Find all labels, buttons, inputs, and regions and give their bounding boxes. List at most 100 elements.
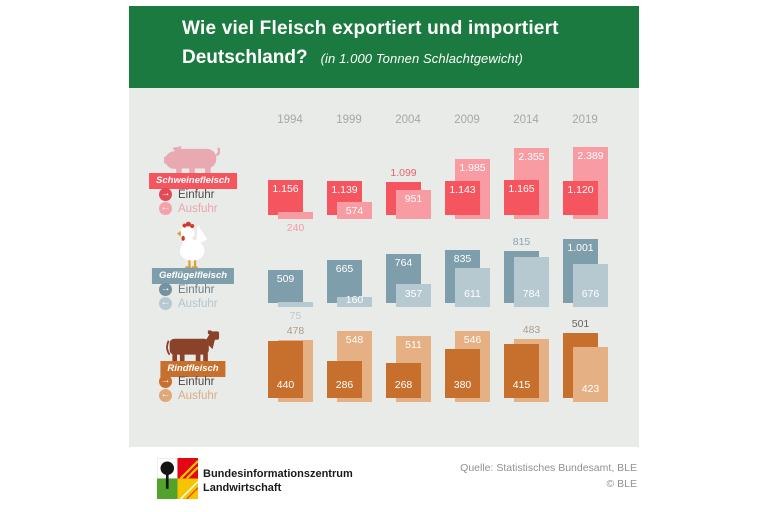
legend-einfuhr-gefluegelfleisch: → Einfuhr (159, 283, 214, 296)
org-line-2: Landwirtschaft (203, 481, 282, 494)
bzl-logo-icon (157, 458, 199, 500)
bar-einfuhr-schweinefleisch-2019 (563, 181, 598, 215)
bar-value: 160 (345, 294, 364, 306)
bar-value: 951 (404, 193, 423, 205)
bar-ausfuhr-gefluegelfleisch-2004 (396, 284, 431, 307)
legend-einfuhr-label: Einfuhr (178, 375, 215, 388)
bar-ausfuhr-gefluegelfleisch-1999 (337, 297, 372, 307)
arrow-right-icon: → (159, 188, 172, 201)
bar-ausfuhr-gefluegelfleisch-2019 (573, 264, 608, 307)
bar-einfuhr-rindfleisch-1994 (268, 341, 303, 398)
legend-ausfuhr-rindfleisch: ← Ausfuhr (159, 389, 218, 402)
bar-value: 764 (394, 257, 413, 269)
bar-value: 415 (512, 379, 531, 391)
bar-value: 1.165 (508, 183, 535, 195)
legend-ausfuhr-gefluegelfleisch: ← Ausfuhr (159, 297, 218, 310)
copyright-text: © BLE (606, 477, 637, 490)
bar-value: 665 (335, 263, 354, 275)
arrow-right-icon: → (159, 283, 172, 296)
bar-value: 784 (522, 288, 541, 300)
bar-ausfuhr-schweinefleisch-1994 (278, 212, 313, 219)
arrow-left-icon: ← (159, 297, 172, 310)
cow-icon (164, 330, 220, 375)
schweinefleisch-badge: Schweinefleisch (149, 173, 237, 189)
legend-ausfuhr-label: Ausfuhr (178, 297, 218, 310)
source-text: Quelle: Statistisches Bundesamt, BLE (460, 462, 637, 474)
bar-einfuhr-gefluegelfleisch-1994 (268, 270, 303, 303)
legend-einfuhr-label: Einfuhr (178, 188, 215, 201)
rindfleisch-badge: Rindfleisch (160, 361, 226, 377)
bar-einfuhr-schweinefleisch-1994 (268, 180, 303, 215)
bar-value: 1.156 (272, 183, 299, 195)
bar-value: 1.099 (390, 167, 417, 179)
bar-value: 835 (453, 253, 472, 265)
bar-value: 509 (276, 273, 295, 285)
bar-value: 75 (289, 310, 302, 322)
gefluegelfleisch-badge: Geflügelfleisch (151, 268, 235, 284)
legend-einfuhr-rindfleisch: → Einfuhr (159, 375, 214, 388)
arrow-left-icon: ← (159, 202, 172, 215)
bar-value: 1.143 (449, 184, 476, 196)
bar-value: 268 (394, 379, 413, 391)
year-label: 1999 (336, 114, 362, 126)
chart-area: 1994 1999 2004 2009 2014 2019 Schweinefleisch… (129, 88, 639, 447)
bar-value: 1.985 (459, 162, 486, 174)
year-label: 1994 (277, 114, 303, 126)
legend-ausfuhr-label: Ausfuhr (178, 202, 218, 215)
bar-value: 440 (276, 379, 295, 391)
bar-value: 611 (464, 288, 481, 300)
title-line-2-text: Deutschland? (182, 47, 308, 68)
bar-value: 423 (581, 383, 600, 395)
arrow-right-icon: → (159, 375, 172, 388)
bar-einfuhr-rindfleisch-1999 (327, 361, 362, 398)
bar-value: 483 (522, 324, 541, 336)
title-line-1: Wie viel Fleisch exportiert und importie… (182, 18, 559, 39)
bar-einfuhr-schweinefleisch-2014 (504, 180, 539, 215)
year-label: 2004 (395, 114, 421, 126)
legend-ausfuhr-schweinefleisch: ← Ausfuhr (159, 202, 218, 215)
bar-value: 240 (286, 222, 305, 234)
subtitle: (in 1.000 Tonnen Schlachtgewicht) (320, 51, 523, 66)
bar-ausfuhr-rindfleisch-2019 (573, 347, 608, 402)
header-banner: Wie viel Fleisch exportiert und importie… (129, 6, 639, 88)
bar-value: 511 (405, 339, 422, 351)
bar-ausfuhr-gefluegelfleisch-2009 (455, 268, 490, 307)
org-line-1: Bundesinformationszentrum (203, 468, 353, 480)
arrow-left-icon: ← (159, 389, 172, 402)
bar-value: 1.001 (567, 242, 594, 254)
bar-ausfuhr-gefluegelfleisch-1994 (278, 302, 313, 307)
bar-value: 676 (581, 288, 600, 300)
page-footer: Bundesinformationszentrum Landwirtschaft… (129, 447, 639, 512)
legend-einfuhr-label: Einfuhr (178, 283, 215, 296)
infographic: Wie viel Fleisch exportiert und importie… (129, 6, 639, 512)
year-label: 2014 (513, 114, 539, 126)
bar-value: 2.389 (577, 150, 604, 162)
bar-value: 546 (463, 334, 482, 346)
bar-value: 2.355 (518, 151, 545, 163)
bar-ausfuhr-schweinefleisch-2004 (396, 190, 431, 219)
bar-einfuhr-rindfleisch-2014 (504, 344, 539, 398)
bar-ausfuhr-schweinefleisch-1999 (337, 202, 372, 219)
chicken-icon (177, 220, 213, 275)
source-note: Quelle: Statistisches Bundesamt, BLE © B… (460, 461, 637, 493)
organization-name: Bundesinformationszentrum Landwirtschaft (203, 468, 353, 496)
bar-einfuhr-gefluegelfleisch-1999 (327, 260, 362, 303)
bar-value: 501 (571, 318, 590, 330)
bar-value: 286 (335, 379, 354, 391)
bar-einfuhr-rindfleisch-2009 (445, 349, 480, 398)
bar-value: 478 (286, 325, 305, 337)
legend-einfuhr-schweinefleisch: → Einfuhr (159, 188, 214, 201)
bar-value: 815 (512, 236, 531, 248)
title-line-2: Deutschland? (in 1.000 Tonnen Schlachtgew… (182, 47, 639, 69)
bar-value: 380 (453, 379, 472, 391)
legend-ausfuhr-label: Ausfuhr (178, 389, 218, 402)
bar-value: 548 (345, 334, 364, 346)
bar-einfuhr-rindfleisch-2004 (386, 363, 421, 398)
bar-value: 357 (404, 288, 423, 300)
bar-value: 1.120 (567, 184, 594, 196)
bar-ausfuhr-gefluegelfleisch-2014 (514, 257, 549, 307)
year-label: 2009 (454, 114, 480, 126)
year-label: 2019 (572, 114, 598, 126)
bar-einfuhr-schweinefleisch-2009 (445, 181, 480, 215)
